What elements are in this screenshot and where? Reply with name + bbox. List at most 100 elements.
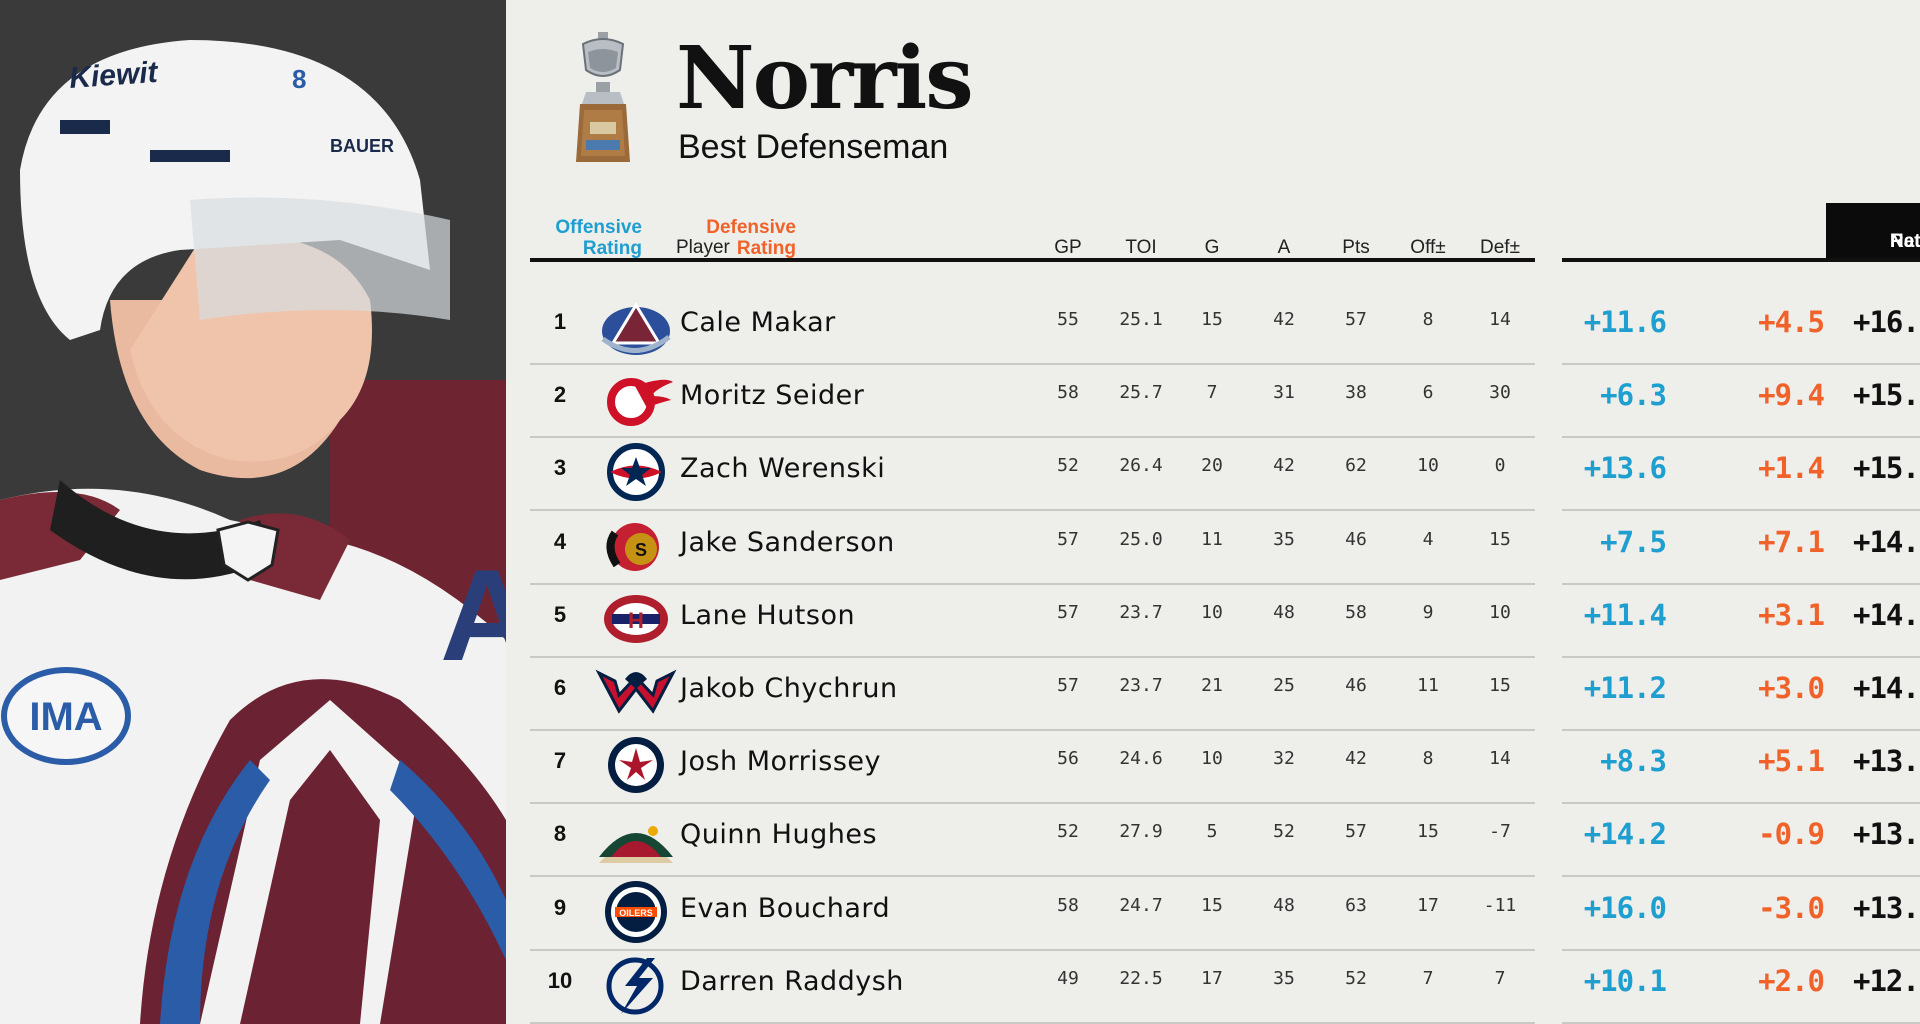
col-net-rating: Net Rating	[1826, 203, 1920, 261]
stat-gp: 57	[1057, 675, 1079, 696]
defensive-rating: +1.4	[1758, 451, 1825, 486]
blue-jackets-logo	[607, 443, 665, 502]
stat-pts: 52	[1345, 967, 1367, 989]
stat-g: 5	[1206, 821, 1218, 843]
norris-trophy-icon	[576, 32, 630, 162]
net-rating: +15.7	[1853, 378, 1920, 413]
stat-pts: 63	[1345, 894, 1367, 916]
stat-toi: 25.7	[1119, 382, 1163, 404]
player-name: Jakob Chychrun	[680, 673, 898, 704]
offensive-rating: +11.2	[1583, 671, 1667, 705]
player-photo: IMA A Kiewit BAUER 8	[0, 0, 506, 1024]
table-row-4: 4 S Jake Sanderson 57 25.0 11 35 46 4 15…	[530, 511, 1920, 585]
player-name: Evan Bouchard	[680, 892, 891, 924]
stat-gp: 58	[1057, 894, 1079, 916]
stat-toi: 24.6	[1119, 748, 1163, 770]
col-offensive-rating: Offensive Rating	[555, 217, 642, 259]
stat-a: 35	[1273, 967, 1295, 989]
svg-text:8: 8	[292, 64, 306, 94]
offensive-rating: +16.0	[1583, 890, 1667, 925]
player-name: Zach Werenski	[680, 453, 886, 485]
stat-pts: 57	[1345, 821, 1367, 843]
svg-text:H: H	[628, 608, 644, 633]
net-rating: +13.4	[1853, 744, 1920, 779]
stat-def-pm: 30	[1489, 382, 1511, 404]
col-gp: GP	[1054, 237, 1082, 258]
stat-pts: 38	[1345, 382, 1367, 404]
stat-gp: 58	[1057, 382, 1079, 404]
svg-text:BAUER: BAUER	[330, 136, 394, 156]
stat-def-pm: 7	[1494, 967, 1506, 989]
stat-toi: 25.1	[1119, 309, 1163, 330]
stat-def-pm: -11	[1483, 894, 1517, 916]
net-rating: +12.1	[1853, 963, 1920, 998]
col-toi: TOI	[1125, 237, 1157, 258]
defensive-rating: +2.0	[1758, 963, 1825, 998]
defensive-rating: -0.9	[1758, 817, 1825, 852]
stat-off-pm: 15	[1417, 821, 1439, 843]
stat-off-pm: 8	[1422, 309, 1434, 330]
stat-gp: 52	[1057, 455, 1079, 477]
stat-pts: 58	[1345, 601, 1367, 623]
stat-toi: 27.9	[1119, 821, 1163, 843]
svg-text:IMA: IMA	[29, 695, 102, 739]
col-a: A	[1277, 237, 1291, 258]
offensive-rating: +11.6	[1583, 305, 1667, 339]
avalanche-logo	[601, 302, 671, 355]
table-row-8: 8 Quinn Hughes 52 27.9 5 52 57 15 -7 +14…	[530, 803, 1920, 878]
rank: 9	[553, 894, 567, 920]
stat-a: 42	[1273, 455, 1295, 477]
rank: 4	[553, 528, 567, 554]
stat-def-pm: 14	[1489, 748, 1511, 770]
stat-pts: 57	[1345, 309, 1367, 330]
header-rule-ratings	[1562, 258, 1920, 262]
stat-gp: 55	[1057, 309, 1079, 330]
defensive-rating: +7.1	[1758, 524, 1825, 559]
table-row-1: 1 Cale Makar 55 25.1 15 42 57 8 14 +11.6…	[530, 291, 1920, 365]
svg-text:S: S	[635, 540, 647, 560]
table-row-7: 7 Josh Morrissey 56 24.6 10 32 42 8 14 +…	[530, 730, 1920, 805]
stat-off-pm: 10	[1417, 455, 1439, 477]
svg-text:OILERS: OILERS	[619, 908, 653, 918]
stat-gp: 57	[1057, 528, 1079, 550]
table-row-3: 3 Zach Werenski 52 26.4 20 42 62 10 0 +1…	[530, 437, 1920, 512]
capitals-logo	[595, 669, 677, 714]
col-g: G	[1204, 237, 1220, 258]
defensive-rating: +4.5	[1758, 305, 1825, 339]
stat-g: 15	[1201, 894, 1223, 916]
stat-pts: 42	[1345, 748, 1367, 770]
stat-a: 35	[1273, 528, 1295, 550]
rank: 3	[553, 455, 567, 481]
rank: 8	[553, 821, 567, 847]
stat-pts: 46	[1345, 528, 1367, 550]
rank: 7	[553, 748, 567, 774]
rank: 10	[547, 967, 573, 993]
defensive-rating: +5.1	[1758, 744, 1825, 779]
svg-text:A: A	[440, 542, 506, 688]
stat-pts: 62	[1345, 455, 1367, 477]
stat-a: 48	[1273, 601, 1295, 623]
player-name: Quinn Hughes	[680, 819, 878, 851]
stat-a: 25	[1273, 675, 1295, 696]
net-rating: +15.0	[1853, 451, 1920, 486]
col-player: Player	[676, 237, 730, 258]
stat-g: 17	[1201, 967, 1223, 989]
net-rating: +14.2	[1853, 671, 1920, 705]
rank: 1	[553, 309, 567, 334]
rank: 2	[553, 382, 567, 408]
stat-g: 21	[1201, 675, 1223, 696]
player-name: Josh Morrissey	[680, 746, 882, 778]
stat-def-pm: 15	[1489, 675, 1511, 696]
table-row-9: 9 OILERS Evan Bouchard 58 24.7 15 48 63 …	[530, 877, 1920, 951]
player-name: Lane Hutson	[680, 599, 856, 631]
stat-def-pm: 15	[1489, 528, 1511, 550]
stat-gp: 56	[1057, 748, 1079, 770]
stat-g: 10	[1201, 601, 1223, 623]
stat-off-pm: 4	[1422, 528, 1434, 550]
col-off-pm: Off±	[1410, 237, 1446, 258]
stat-gp: 49	[1057, 967, 1079, 989]
page-subtitle: Best Defenseman	[678, 128, 949, 166]
offensive-rating: +13.6	[1583, 451, 1667, 486]
stat-pts: 46	[1345, 675, 1367, 696]
stat-gp: 52	[1057, 821, 1079, 843]
